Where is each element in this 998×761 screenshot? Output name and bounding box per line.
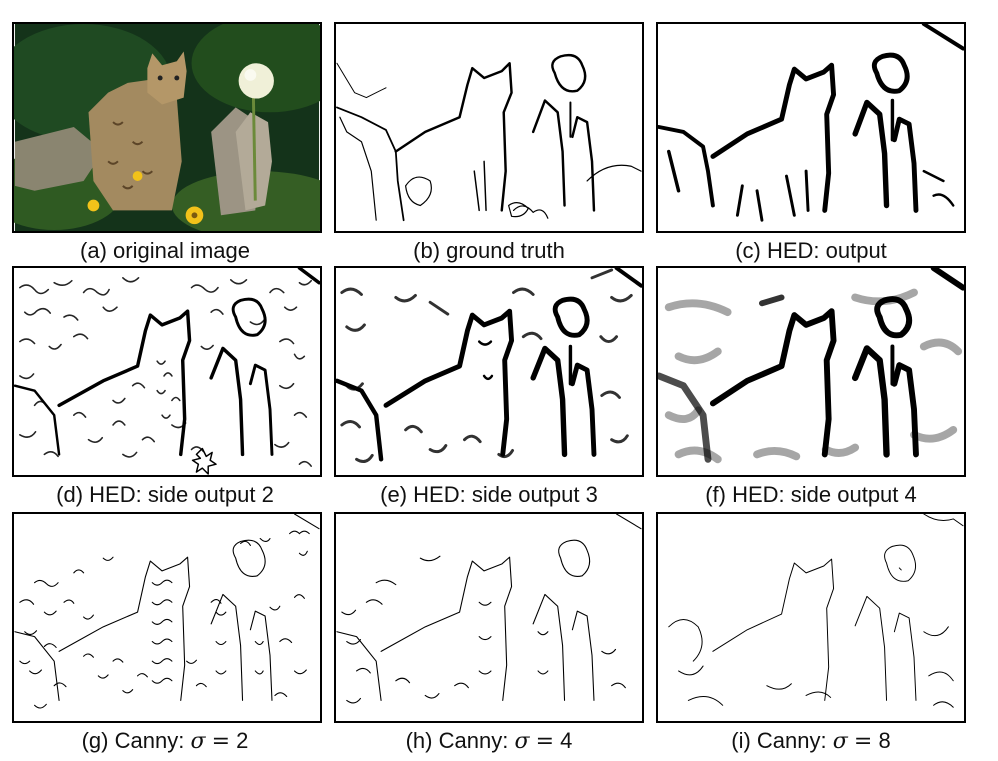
caption-h: (h) Canny: σ = 4 (324, 728, 654, 755)
caption-g-value: 2 (236, 728, 249, 753)
caption-h-value: 4 (560, 728, 573, 753)
panel-hed-side-output-3 (334, 266, 644, 477)
caption-c: (c) HED: output (735, 238, 887, 263)
ground-truth-edge-map (336, 53, 642, 222)
caption-h-prefix: (h) Canny: (405, 728, 509, 753)
caption-g: (g) Canny: σ = 2 (0, 728, 330, 755)
hed-output-edge-map (658, 24, 964, 222)
caption-h-sigma: σ (514, 729, 530, 754)
caption-i-equals: = (853, 729, 873, 754)
panel-canny-sigma-2 (12, 512, 322, 723)
panel-hed-side-output-2 (12, 266, 322, 477)
caption-g-equals: = (211, 729, 231, 754)
panel-canny-sigma-4 (334, 512, 644, 723)
panel-original-image (12, 22, 322, 233)
caption-i-prefix: (i) Canny: (731, 728, 827, 753)
panel-canny-sigma-8 (656, 512, 966, 723)
caption-b: (b) ground truth (413, 238, 565, 263)
caption-i-sigma: σ (832, 729, 848, 754)
panel-hed-side-output-4 (656, 266, 966, 477)
panel-ground-truth (334, 22, 644, 233)
caption-g-prefix: (g) Canny: (81, 728, 185, 753)
caption-i: (i) Canny: σ = 8 (646, 728, 976, 755)
bobcat-photo (14, 24, 320, 231)
hed-side-output-4-map (658, 268, 964, 464)
canny-sigma-4-edge-map (336, 514, 642, 704)
caption-g-sigma: σ (190, 729, 206, 754)
caption-e: (e) HED: side output 3 (380, 482, 598, 507)
caption-h-equals: = (535, 729, 555, 754)
canny-sigma-2-edge-map (14, 514, 320, 709)
hed-side-output-3-map (336, 268, 642, 463)
canny-sigma-8-edge-map (668, 514, 964, 708)
caption-i-value: 8 (878, 728, 891, 753)
hed-side-output-2-map (14, 268, 320, 475)
panel-hed-output (656, 22, 966, 233)
caption-a: (a) original image (80, 238, 250, 263)
caption-f: (f) HED: side output 4 (705, 482, 917, 507)
caption-d: (d) HED: side output 2 (56, 482, 274, 507)
